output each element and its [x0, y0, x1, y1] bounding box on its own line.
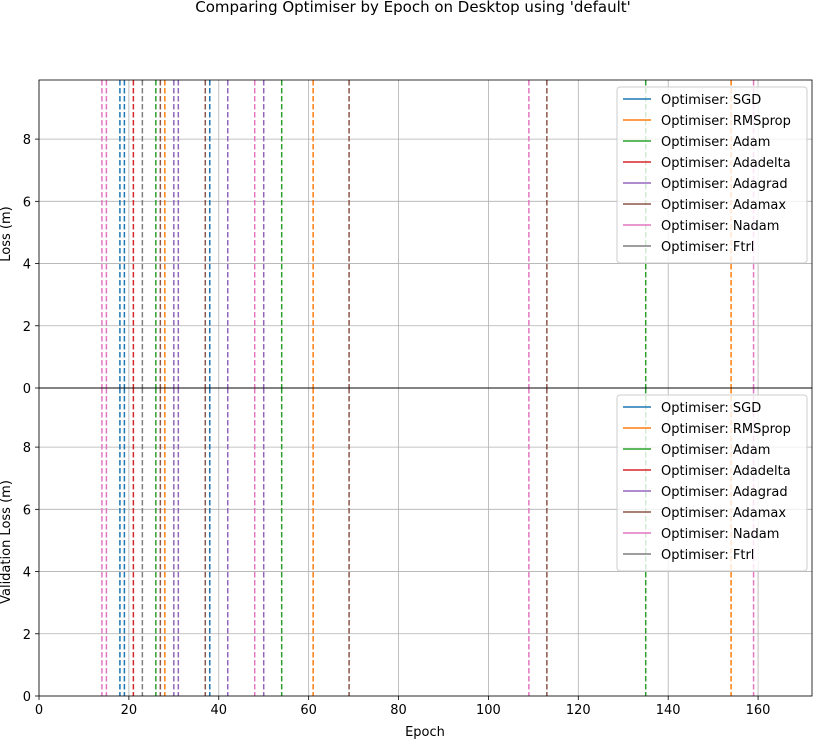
legend-entry: Optimiser: Adamax — [661, 198, 786, 213]
legend-entry: Optimiser: Nadam — [661, 527, 779, 542]
axes-frame — [38, 387, 813, 697]
x-tick-label: 60 — [300, 703, 317, 718]
legend-entry: Optimiser: Adagrad — [661, 177, 788, 192]
y-tick-label: 0 — [23, 690, 31, 705]
x-axis-label: Epoch — [405, 725, 445, 739]
y-tick-label: 8 — [23, 133, 31, 148]
y-tick-label: 2 — [23, 320, 31, 335]
y-tick-label: 8 — [23, 441, 31, 456]
y-tick-label: 4 — [23, 566, 31, 581]
panel-1: 0 2 4 6 8 Loss (m) Optimiser: SGD Optimiser: RM… — [0, 79, 813, 397]
y-tick-label: 2 — [23, 628, 31, 643]
legend-entry: Optimiser: Adadelta — [661, 156, 791, 171]
y-tick-label: 0 — [23, 382, 31, 397]
x-tick-label: 80 — [390, 703, 407, 718]
legend-entry: Optimiser: SGD — [661, 401, 761, 416]
legend-entry: Optimiser: Adagrad — [661, 485, 788, 500]
legend-entry: Optimiser: Adam — [661, 443, 770, 458]
x-tick-label: 140 — [656, 703, 681, 718]
legend-entry: Optimiser: Ftrl — [661, 240, 754, 255]
legend-entry: Optimiser: SGD — [661, 93, 761, 108]
x-tick-label: 40 — [210, 703, 227, 718]
x-tick-label: 100 — [476, 703, 501, 718]
y-tick-label: 6 — [23, 195, 31, 210]
y-axis-label: Validation Loss (m) — [0, 480, 14, 604]
y-tick-label: 6 — [23, 503, 31, 518]
legend-entry: Optimiser: RMSprop — [661, 422, 791, 437]
legend-entry: Optimiser: Nadam — [661, 219, 779, 234]
x-tick-label: 0 — [35, 703, 43, 718]
legend-entry: Optimiser: Adadelta — [661, 464, 791, 479]
legend-entry: Optimiser: Adamax — [661, 506, 786, 521]
y-axis-label: Loss (m) — [0, 206, 14, 261]
legend: Optimiser: SGD Optimiser: RMSprop Optimise… — [616, 86, 808, 264]
y-tick-label: 4 — [23, 258, 31, 273]
legend-entry: Optimiser: RMSprop — [661, 114, 791, 129]
legend-box — [616, 394, 808, 572]
legend-box — [616, 86, 808, 264]
chart-title: Comparing Optimiser by Epoch on Desktop … — [195, 0, 631, 16]
x-tick-label: 120 — [566, 703, 591, 718]
x-tick-label: 20 — [121, 703, 138, 718]
legend-entry: Optimiser: Ftrl — [661, 548, 754, 563]
plot-panels: 0 2 4 6 8 Loss (m) Optimiser: SGD Optimiser: RM… — [0, 79, 813, 718]
legend: Optimiser: SGD Optimiser: RMSprop Optimise… — [616, 394, 808, 572]
legend-entry: Optimiser: Adam — [661, 135, 770, 150]
x-tick-label: 160 — [746, 703, 771, 718]
